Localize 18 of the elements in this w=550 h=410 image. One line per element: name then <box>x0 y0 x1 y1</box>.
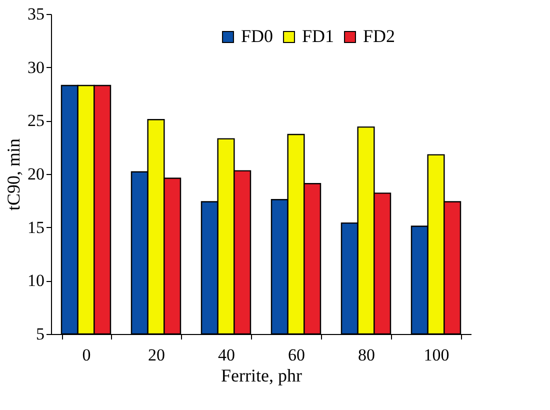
legend-label: FD2 <box>363 26 396 46</box>
legend-label: FD0 <box>241 26 274 46</box>
x-tick-label: 100 <box>424 346 450 364</box>
y-tick-label: 15 <box>28 218 44 237</box>
y-axis-title: tC90, min <box>4 138 24 211</box>
legend-label: FD1 <box>302 26 334 46</box>
x-axis-title: Ferrite, phr <box>221 366 302 386</box>
x-tick-label: 20 <box>148 346 165 364</box>
y-tick-label: 5 <box>36 324 44 344</box>
y-tick-label: 35 <box>28 4 44 24</box>
x-tick-label: 40 <box>218 346 235 364</box>
y-tick-label: 20 <box>28 164 44 184</box>
y-tick-label: 10 <box>28 271 44 290</box>
x-tick-label: 0 <box>82 346 91 364</box>
y-tick-label: 30 <box>28 58 44 77</box>
y-tick-label: 25 <box>28 111 44 130</box>
x-tick-label: 60 <box>288 346 305 364</box>
x-tick-label: 80 <box>358 346 375 364</box>
